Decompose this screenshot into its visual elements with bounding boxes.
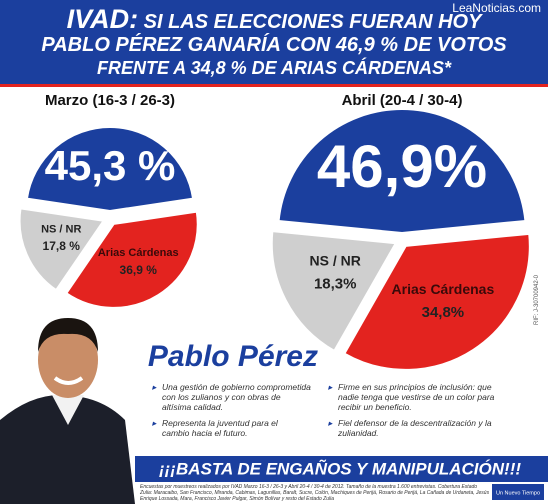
brand: IVAD: bbox=[66, 4, 139, 34]
footnote: Encuestas por muestreos realizados por I… bbox=[140, 484, 490, 502]
pie-slice bbox=[277, 108, 527, 235]
banner-band bbox=[135, 456, 548, 482]
pie-slice bbox=[270, 230, 398, 353]
bullet: Firme en sus principios de inclusión: qu… bbox=[328, 382, 513, 412]
slice-label: NS / NR bbox=[310, 253, 361, 269]
logo: Un Nuevo Tiempo bbox=[496, 490, 540, 496]
value-label: 45,3 % bbox=[45, 142, 176, 189]
slice-label: Arias Cárdenas bbox=[392, 281, 495, 297]
bullet: Una gestión de gobierno comprometida con… bbox=[152, 382, 312, 412]
pie-slice bbox=[64, 210, 199, 309]
candidate-photo bbox=[0, 318, 135, 504]
pie-slice bbox=[343, 232, 531, 371]
side-note: RIF: J-30700942-0 bbox=[534, 274, 540, 325]
value-label: 36,9 % bbox=[120, 263, 158, 277]
pie-title: Abril (20-4 / 30-4) bbox=[342, 92, 463, 109]
value-label: 17,8 % bbox=[43, 239, 81, 253]
header-text: SI LAS ELECCIONES FUERAN HOY bbox=[143, 11, 482, 33]
pie-title: Marzo (16-3 / 26-3) bbox=[45, 92, 175, 109]
header-line-1: IVAD: SI LAS ELECCIONES FUERAN HOY bbox=[0, 4, 548, 35]
watermark: LeaNoticias.com bbox=[452, 1, 541, 15]
header-rule bbox=[0, 84, 548, 87]
header-band bbox=[0, 0, 548, 84]
value-label: 34,8% bbox=[422, 304, 465, 321]
header-line-3: FRENTE A 34,8 % DE ARIAS CÁRDENAS* bbox=[96, 58, 452, 78]
logo-box bbox=[492, 484, 544, 500]
value-label: 46,9% bbox=[317, 133, 487, 200]
value-label: 18,3% bbox=[314, 275, 357, 292]
pie-slice bbox=[25, 126, 195, 213]
header-line-2: PABLO PÉREZ GANARÍA CON 46,9 % DE VOTOS bbox=[41, 34, 507, 56]
candidate-name: Pablo Pérez bbox=[148, 340, 318, 373]
banner: ¡¡¡BASTA DE ENGAÑOS Y MANIPULACIÓN!!! bbox=[159, 458, 521, 478]
slice-label: NS / NR bbox=[41, 223, 81, 235]
bullet: Representa la juventud para el cambio ha… bbox=[152, 418, 302, 438]
pie-slice bbox=[18, 207, 106, 292]
bullet: Fiel defensor de la descentralización y … bbox=[328, 418, 508, 438]
slice-label: Arias Cárdenas bbox=[98, 247, 179, 259]
